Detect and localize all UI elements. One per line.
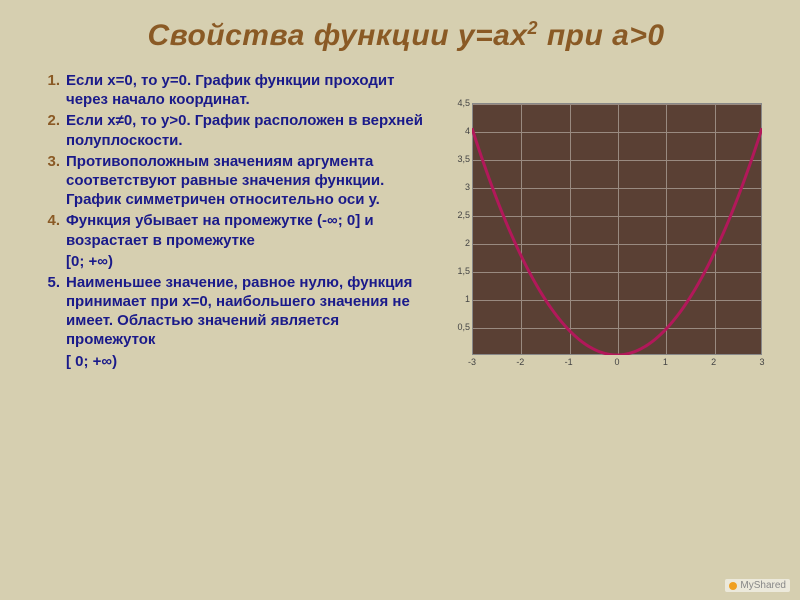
list-item-number: 5. (40, 273, 66, 350)
gridline-horizontal (473, 132, 761, 133)
parabola-chart: 0,5 1 1,5 2 2,5 3 3,5 4 4,5 -3 -2 -1 0 1 2 3 (442, 95, 772, 385)
x-tick-label: 2 (704, 357, 724, 367)
y-tick-label: 2 (444, 238, 470, 248)
watermark-logo: MyShared (725, 579, 790, 592)
x-tick-label: -2 (510, 357, 530, 367)
gridline-vertical (666, 104, 667, 354)
list-item-number: 1. (40, 71, 66, 109)
chart-column: 0,5 1 1,5 2 2,5 3 3,5 4 4,5 -3 -2 -1 0 1 2 3 (442, 71, 772, 385)
list-item: 4.Функция убывает на промежутке (-∞; 0] … (40, 211, 428, 249)
list-item: 2.Если х≠0, то у>0. График расположен в … (40, 111, 428, 149)
y-tick-label: 1,5 (444, 266, 470, 276)
list-item-number: 4. (40, 211, 66, 249)
list-item: 5.Наименьшее значение, равное нулю, функ… (40, 273, 428, 350)
y-tick-label: 1 (444, 294, 470, 304)
x-tick-label: 1 (655, 357, 675, 367)
gridline-horizontal (473, 272, 761, 273)
y-tick-label: 4 (444, 126, 470, 136)
y-tick-label: 2,5 (444, 210, 470, 220)
gridline-vertical (618, 104, 619, 354)
x-tick-label: 0 (607, 357, 627, 367)
gridline-horizontal (473, 104, 761, 105)
gridline-horizontal (473, 160, 761, 161)
title-suffix: при а>0 (538, 19, 665, 52)
list-item-text: Если х=0, то у=0. График функции проходи… (66, 71, 428, 109)
list-indent-line: [ 0; +∞) (66, 352, 428, 371)
list-item-text: Противоположным значениям аргумента соот… (66, 152, 428, 210)
y-tick-label: 3 (444, 182, 470, 192)
list-item-text: Наименьшее значение, равное нулю, функци… (66, 273, 428, 350)
list-indent-line: [0; +∞) (66, 252, 428, 271)
list-item-number: 3. (40, 152, 66, 210)
gridline-horizontal (473, 328, 761, 329)
y-tick-label: 3,5 (444, 154, 470, 164)
title-prefix: Свойства функции у=ах (147, 19, 527, 52)
list-item: 3.Противоположным значениям аргумента со… (40, 152, 428, 210)
slide-title: Свойства функции у=ах2 при а>0 (40, 18, 772, 53)
gridline-horizontal (473, 244, 761, 245)
y-tick-label: 0,5 (444, 322, 470, 332)
gridline-horizontal (473, 188, 761, 189)
list-item: 1.Если х=0, то у=0. График функции прохо… (40, 71, 428, 109)
gridline-vertical (570, 104, 571, 354)
logo-text: MyShared (740, 580, 786, 591)
x-tick-label: 3 (752, 357, 772, 367)
x-tick-label: -1 (559, 357, 579, 367)
y-tick-label: 4,5 (444, 98, 470, 108)
gridline-vertical (715, 104, 716, 354)
list-item-text: Функция убывает на промежутке (-∞; 0] и … (66, 211, 428, 249)
list-item-number: 2. (40, 111, 66, 149)
list-item-text: Если х≠0, то у>0. График расположен в ве… (66, 111, 428, 149)
plot-area (472, 103, 762, 355)
gridline-horizontal (473, 216, 761, 217)
properties-list: 1.Если х=0, то у=0. График функции прохо… (40, 71, 428, 385)
gridline-horizontal (473, 300, 761, 301)
x-tick-label: -3 (462, 357, 482, 367)
logo-icon (729, 582, 737, 590)
title-exponent: 2 (527, 18, 538, 38)
gridline-vertical (521, 104, 522, 354)
